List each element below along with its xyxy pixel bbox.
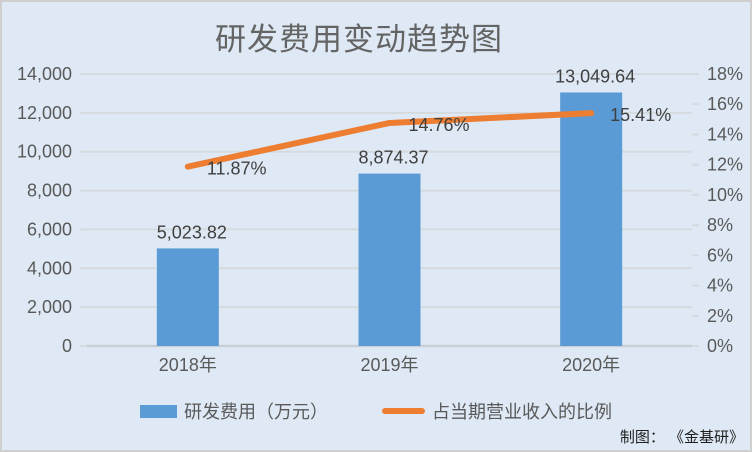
line-swatch-icon xyxy=(382,408,425,414)
legend-item-line: 占当期营业收入的比例 xyxy=(382,398,612,424)
bar xyxy=(560,92,623,346)
bar-swatch-icon xyxy=(140,404,177,418)
category-label: 2018年 xyxy=(159,355,217,375)
left-axis-tick-label: 12,000 xyxy=(17,103,72,123)
right-axis-tick-label: 4% xyxy=(707,276,733,296)
right-axis-tick-label: 18% xyxy=(707,64,743,84)
left-axis-tick-label: 4,000 xyxy=(27,258,72,278)
line-value-label: 11.87% xyxy=(207,159,267,179)
legend-item-bar: 研发费用（万元） xyxy=(140,398,328,424)
category-label: 2019年 xyxy=(360,355,418,375)
legend-label-line: 占当期营业收入的比例 xyxy=(432,402,612,422)
credit-text: 制图： 《金基研》 xyxy=(619,429,744,446)
legend: 研发费用（万元） 占当期营业收入的比例 xyxy=(2,398,750,424)
trend-line xyxy=(184,110,595,170)
right-axis-tick-label: 12% xyxy=(707,155,743,175)
right-axis-tick-label: 0% xyxy=(707,336,733,356)
left-axis-tick-label: 2,000 xyxy=(27,297,72,317)
left-axis-tick-label: 0 xyxy=(62,336,72,356)
bar xyxy=(358,173,421,346)
right-axis-tick-label: 6% xyxy=(707,245,733,265)
right-axis-tick-label: 8% xyxy=(707,215,733,235)
right-axis-tick-label: 10% xyxy=(707,185,743,205)
bar-value-label: 5,023.82 xyxy=(157,222,227,242)
line-value-label: 14.76% xyxy=(409,115,470,135)
right-axis-tick-label: 14% xyxy=(707,124,743,144)
left-axis-tick-label: 10,000 xyxy=(17,142,72,162)
category-label: 2020年 xyxy=(562,355,620,375)
left-axis-tick-label: 14,000 xyxy=(17,64,72,84)
right-axis-tick-label: 16% xyxy=(707,94,743,114)
line-value-label: 15.41% xyxy=(610,105,671,125)
bar-value-label: 13,049.64 xyxy=(555,66,635,86)
left-axis-tick-label: 8,000 xyxy=(27,181,72,201)
bar-value-label: 8,874.37 xyxy=(358,148,428,168)
right-axis-tick-label: 2% xyxy=(707,306,733,326)
legend-label-bar: 研发费用（万元） xyxy=(184,402,328,422)
chart-title: 研发费用变动趋势图 xyxy=(215,22,503,57)
left-axis-tick-label: 6,000 xyxy=(27,219,72,239)
bar xyxy=(156,248,219,346)
